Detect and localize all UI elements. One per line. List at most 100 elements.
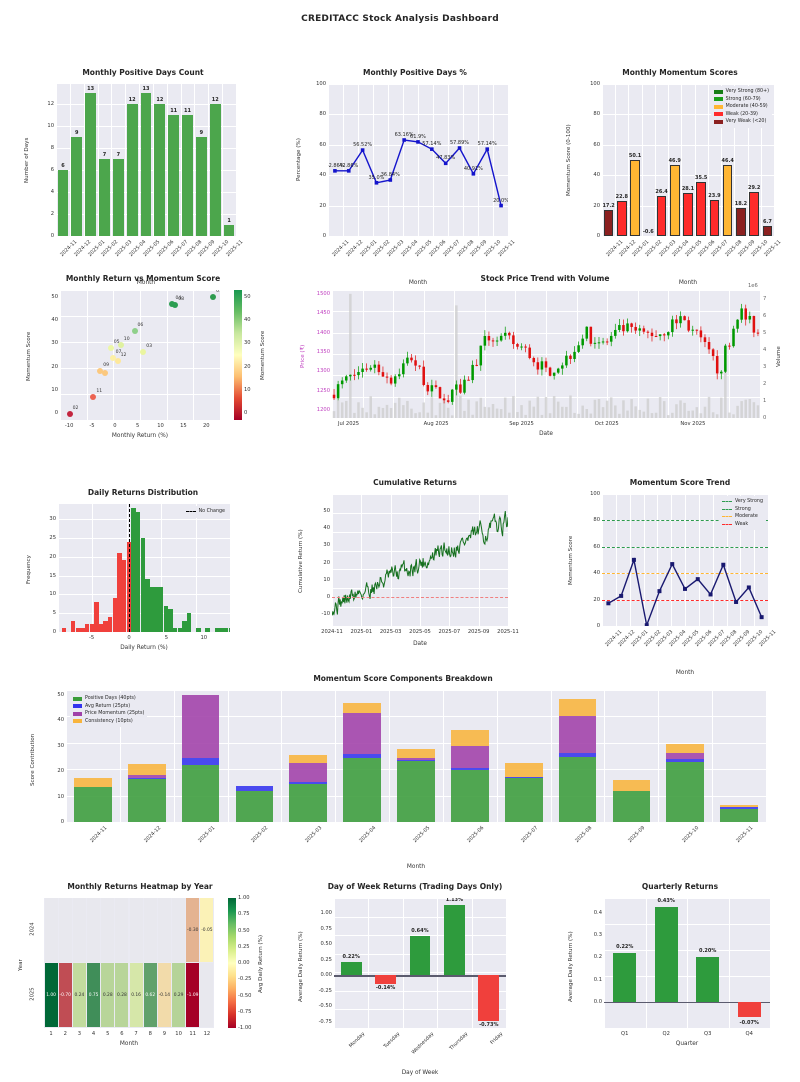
colorbar-tick-label: 0.00: [238, 960, 250, 966]
scatter-point: [97, 367, 104, 374]
bar-value-label: 23.9: [708, 192, 721, 199]
stacked-bar-segment: [451, 768, 489, 771]
legend-line-swatch: [721, 501, 732, 503]
threshold-line: [602, 599, 768, 601]
gridline-v: [729, 290, 731, 418]
point-label: 02: [72, 406, 79, 412]
gridline-v: [615, 494, 617, 626]
bar: [654, 906, 678, 1002]
bar-value-label: 0.43%: [657, 898, 675, 904]
point-value-label: 56.52%: [353, 142, 373, 149]
legend: Very Strong (80+) Strong (60-79) Moderate …: [710, 86, 772, 128]
y-tick-label: -0.50: [318, 1003, 332, 1010]
heatmap-cell: [186, 963, 200, 1027]
candlestick-series: [332, 293, 760, 418]
point-value-label: 36.84%: [380, 172, 400, 178]
y-tick-label: 40: [323, 525, 330, 532]
histogram-bar: [80, 628, 85, 632]
histogram-bar: [140, 537, 145, 632]
y-tick-label: 0.2: [593, 954, 602, 961]
y-tick-label: 40: [593, 172, 600, 179]
y-tick-label: -0.75: [318, 1018, 332, 1025]
histogram-bar: [228, 628, 230, 632]
y-tick-label: 0: [52, 629, 56, 635]
bar: [683, 193, 693, 236]
y-tick-label: 1350: [316, 349, 330, 356]
y-axis-label: Score Contribution: [30, 733, 36, 787]
colorbar-tick-label: -0.50: [238, 992, 252, 999]
gridline-v: [373, 84, 374, 236]
x-tick-label: 2025-01: [196, 825, 216, 845]
chart-title: Monthly Returns Heatmap by Year: [67, 882, 213, 891]
gridline-v: [607, 290, 609, 418]
y-tick-label: 20: [57, 768, 64, 775]
y-tick-label: 8: [50, 144, 54, 151]
y-tick-label: 0: [60, 819, 64, 825]
point-value-label: 57.89%: [449, 140, 470, 146]
stacked-bar-segment: [289, 784, 328, 822]
plot-area: 0.22% -0.14% 0.64% 1.13% -0.73%: [334, 898, 506, 1028]
momentum-line: [606, 557, 764, 626]
point-label: 06: [137, 322, 144, 328]
heatmap-cell: [115, 898, 129, 962]
stacked-bar-segment: [74, 787, 112, 822]
y-tick-label: 1250: [316, 387, 330, 394]
legend-swatch: [73, 704, 82, 709]
x-tick-label: Nov 2025: [680, 421, 706, 427]
stacked-bar-segment: [397, 761, 435, 822]
y-tick-label: 0: [50, 233, 54, 239]
legend-item: Strong (60-79): [713, 96, 769, 104]
bar-value-label: 7: [102, 151, 107, 158]
zero-line: [332, 596, 508, 598]
plot-area: No Change: [58, 504, 230, 632]
gridline-v: [403, 84, 404, 236]
y-tick-label: 10: [51, 386, 58, 393]
heatmap-col-label: 1: [49, 1031, 53, 1037]
gridline-v: [728, 898, 730, 1028]
point-label: 11: [96, 389, 103, 395]
histogram-bar: [163, 605, 169, 632]
y2-tick-label: 0: [763, 415, 767, 421]
x-tick-label: -10: [64, 423, 74, 429]
heatmap-cell-label: 1.00: [46, 992, 56, 998]
heatmap-cell: [58, 898, 72, 962]
bar-value-label: 1: [227, 217, 231, 224]
y-tick-label: 25: [49, 534, 56, 541]
gridline-v: [740, 494, 742, 626]
chart-day-of-week-returns: Day of Week Returns (Trading Days Only) 0…: [290, 882, 540, 1082]
bar-value-label: -0.6: [642, 229, 654, 235]
stacked-bar-segment: [504, 777, 543, 822]
colorbar-tick-label: 50: [244, 293, 251, 300]
scatter-point: [101, 370, 108, 377]
plot-area: 42.86%42.86% 56.52% 35.0%36.84% 63.16%61.9%…: [328, 84, 508, 236]
gridline-v: [685, 494, 686, 626]
y2-tick-label: 1: [763, 397, 767, 404]
colorbar-tick-label: -0.75: [238, 1008, 252, 1015]
point-label: 12: [120, 352, 127, 358]
histogram-bar: [205, 628, 210, 632]
gridline-v: [645, 898, 647, 1028]
y-tick-label: 0: [322, 233, 326, 239]
heatmap-row-label: 2024: [29, 922, 36, 936]
heatmap-cell-label: -1.09: [187, 992, 199, 998]
legend: No Change: [182, 506, 228, 518]
bar: [57, 169, 69, 236]
y-tick-label: 80: [593, 111, 600, 118]
y-tick-label: 20: [323, 559, 330, 566]
gridline-v: [111, 84, 113, 236]
gridline-h: [334, 898, 506, 899]
scatter-point: [114, 357, 121, 364]
heatmap-cell: [101, 963, 115, 1027]
stacked-bar-segment: [558, 698, 597, 716]
stacked-bar-segment: [451, 729, 489, 747]
legend-label: Moderate (40-59): [725, 104, 768, 109]
legend-item: Weak: [721, 521, 763, 529]
x-tick-label: 2025-09: [627, 825, 647, 845]
gridline-v: [86, 290, 88, 420]
y2-tick-label: 7: [763, 295, 767, 302]
bar: [85, 92, 96, 236]
x-axis-label: Month: [675, 670, 695, 676]
x-axis-label: Date: [413, 641, 427, 647]
point-label: 01: [216, 290, 220, 294]
plot-area: 6 9 13 7 7 12 13 12 11 11 9 12 1: [56, 84, 236, 236]
